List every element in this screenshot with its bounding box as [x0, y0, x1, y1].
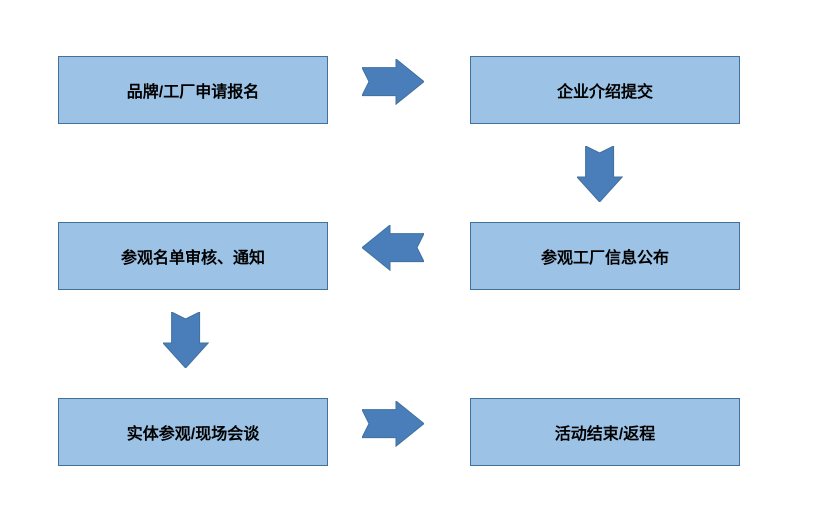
flow-node-n4: 参观名单审核、通知 — [58, 222, 328, 290]
flow-node-label: 参观工厂信息公布 — [541, 244, 669, 268]
flow-node-label: 品牌/工厂申请报名 — [127, 78, 259, 102]
flow-node-n5: 实体参观/现场会谈 — [58, 398, 328, 466]
flow-node-n3: 参观工厂信息公布 — [470, 222, 740, 290]
flow-node-n6: 活动结束/返程 — [470, 398, 740, 466]
flow-node-n2: 企业介绍提交 — [470, 56, 740, 124]
flow-node-label: 活动结束/返程 — [555, 420, 655, 444]
flow-arrow-a4 — [163, 312, 208, 368]
flow-node-label: 企业介绍提交 — [557, 78, 653, 102]
flow-arrow-a3 — [362, 225, 424, 270]
flow-arrow-a1 — [362, 59, 424, 104]
flow-node-label: 实体参观/现场会谈 — [127, 420, 259, 444]
flow-arrow-a5 — [362, 401, 424, 446]
flow-node-n1: 品牌/工厂申请报名 — [58, 56, 328, 124]
flow-node-label: 参观名单审核、通知 — [121, 244, 265, 268]
flow-arrow-a2 — [577, 146, 622, 202]
